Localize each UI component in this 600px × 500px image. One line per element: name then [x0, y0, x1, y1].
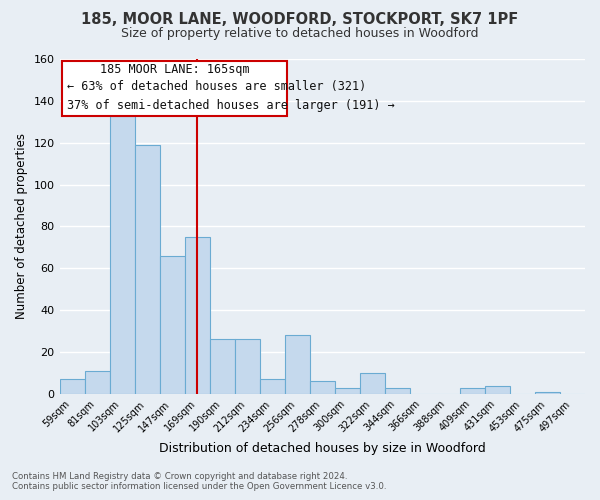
Y-axis label: Number of detached properties: Number of detached properties — [15, 134, 28, 320]
Text: 185, MOOR LANE, WOODFORD, STOCKPORT, SK7 1PF: 185, MOOR LANE, WOODFORD, STOCKPORT, SK7… — [82, 12, 518, 28]
Text: Contains HM Land Registry data © Crown copyright and database right 2024.
Contai: Contains HM Land Registry data © Crown c… — [12, 472, 386, 491]
Bar — [209, 340, 235, 394]
Bar — [535, 392, 560, 394]
Bar — [285, 336, 310, 394]
Bar — [85, 371, 110, 394]
X-axis label: Distribution of detached houses by size in Woodford: Distribution of detached houses by size … — [159, 442, 485, 455]
Bar — [360, 373, 385, 394]
Bar — [134, 145, 160, 394]
Bar — [235, 340, 260, 394]
Bar — [260, 379, 285, 394]
FancyBboxPatch shape — [62, 61, 287, 116]
Bar — [59, 379, 85, 394]
Bar — [335, 388, 360, 394]
Bar — [385, 388, 410, 394]
Bar — [185, 237, 209, 394]
Text: 37% of semi-detached houses are larger (191) →: 37% of semi-detached houses are larger (… — [67, 99, 395, 112]
Bar — [310, 382, 335, 394]
Bar — [160, 256, 185, 394]
Text: Size of property relative to detached houses in Woodford: Size of property relative to detached ho… — [121, 28, 479, 40]
Text: 185 MOOR LANE: 165sqm: 185 MOOR LANE: 165sqm — [100, 63, 250, 76]
Bar — [460, 388, 485, 394]
Text: ← 63% of detached houses are smaller (321): ← 63% of detached houses are smaller (32… — [67, 80, 366, 93]
Bar — [485, 386, 510, 394]
Bar — [110, 116, 134, 394]
